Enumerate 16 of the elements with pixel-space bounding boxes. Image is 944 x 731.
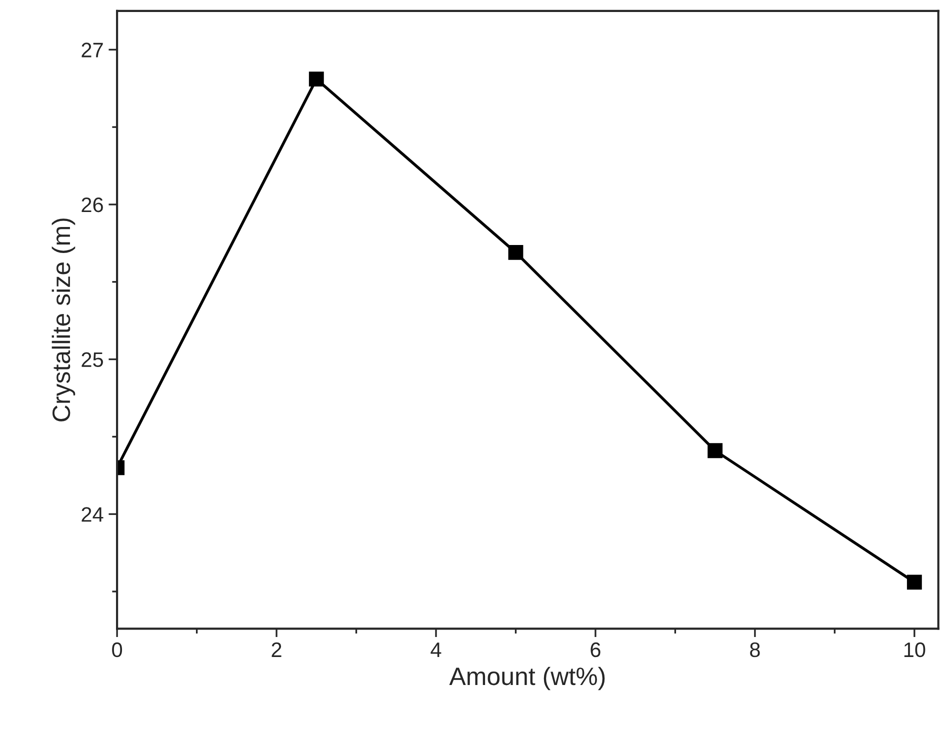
y-tick-label: 27 [82, 42, 103, 58]
x-tick-label: 0 [112, 642, 122, 658]
y-tick-label: 26 [82, 197, 103, 212]
x-axis-title: Amount (wt%) [449, 666, 605, 690]
x-tick-label: 4 [430, 642, 442, 657]
point [308, 72, 324, 87]
x-tick-label: 10 [904, 642, 926, 658]
x-tick-label: 6 [590, 642, 600, 658]
point [508, 245, 524, 260]
y-axis-title: Crystallite size (m) [52, 218, 76, 422]
y-tick-label: 24 [82, 507, 104, 522]
point [906, 574, 922, 590]
point [708, 443, 723, 458]
y-tick-label: 25 [82, 352, 103, 368]
x-tick-label: 2 [272, 642, 282, 657]
x-tick-label: 8 [750, 642, 760, 658]
